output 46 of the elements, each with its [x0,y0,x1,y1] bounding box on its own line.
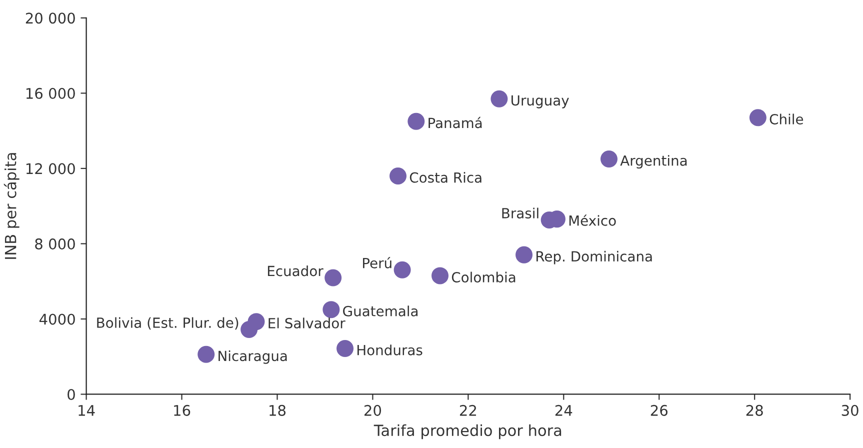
x-tick-label: 16 [174,404,190,416]
y-axis-title: INB per cápita [4,153,20,259]
annotation: Guatemala [343,306,418,316]
point [490,90,508,108]
annotation: Costa Rica [410,172,482,183]
point [394,261,411,278]
annotation: El Salvador [268,318,346,328]
y-tick-label: 4000 [39,314,75,325]
point [749,109,766,126]
x-tick-label: 28 [746,404,763,416]
point [240,321,258,338]
y-tick-label: 12 000 [26,163,75,174]
y-tick-label: 16 000 [26,88,75,99]
x-axis-title: Tarifa promedio por hora [374,424,562,440]
annotation: Bolivia (Est. Plur. de) [97,317,238,330]
x-tick-label: 18 [270,404,286,416]
y-tick-label: 20 000 [26,12,75,24]
point [600,150,618,168]
point [324,269,342,286]
point [432,267,449,284]
point [516,246,533,264]
annotation: Argentina [620,155,687,169]
point [336,340,354,358]
point [408,112,425,130]
annotation: Rep. Dominicana [536,250,652,264]
x-tick-label: 20 [364,404,382,416]
annotation: Brasil [502,208,538,218]
point [390,167,407,184]
annotation: Perú [363,257,392,268]
x-tick-label: 30 [842,404,858,416]
annotation: Panamá [428,116,482,128]
annotation: Honduras [357,344,422,356]
annotation: Uruguay [512,95,569,108]
x-tick-label: 24 [555,404,572,416]
x-tick-label: 14 [78,405,95,416]
point [322,301,340,318]
point [198,346,215,363]
x-tick-label: 22 [460,404,476,416]
y-tick-label: 0 [68,388,75,400]
annotation: Colombia [452,272,516,283]
annotation: Ecuador [268,265,324,276]
annotation: Nicaragua [218,350,287,364]
annotation: México [569,214,616,226]
x-tick-label: 26 [650,404,668,416]
y-tick-label: 8 000 [35,238,75,250]
annotation: Chile [770,114,804,124]
